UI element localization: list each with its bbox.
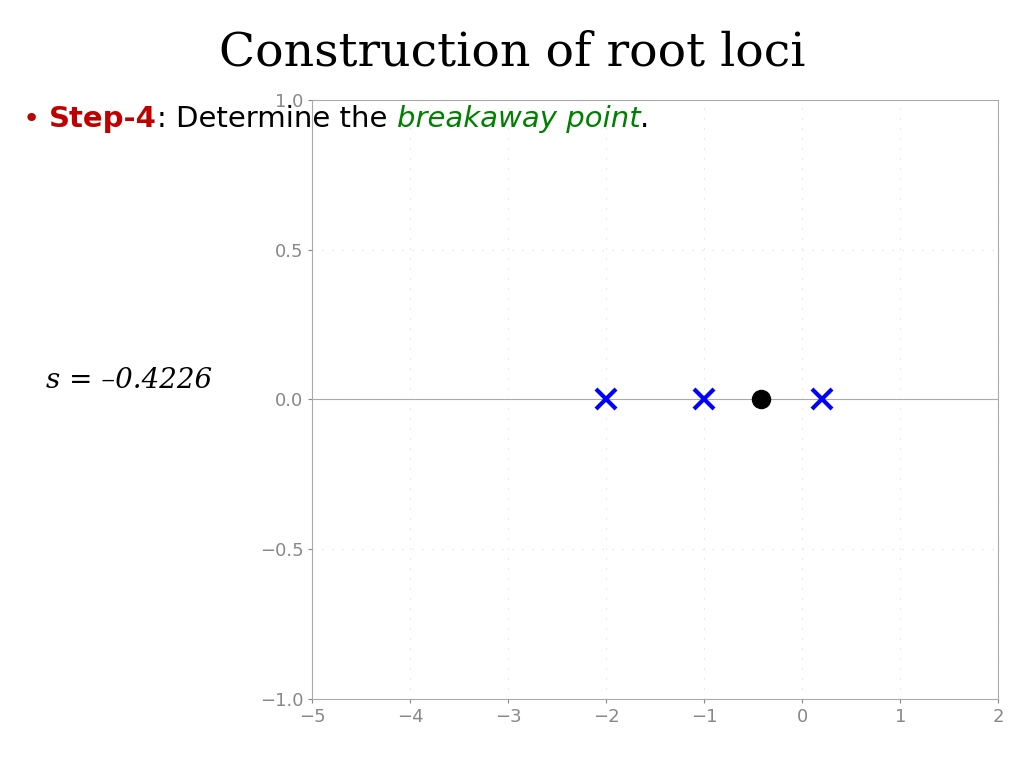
Text: Step-4: Step-4: [49, 105, 157, 133]
Text: : Determine the: : Determine the: [157, 105, 396, 133]
Text: breakaway point: breakaway point: [396, 105, 640, 133]
Text: •: •: [23, 105, 49, 133]
Text: .: .: [640, 105, 649, 133]
Text: Construction of root loci: Construction of root loci: [219, 31, 805, 76]
Text: s = –0.4226: s = –0.4226: [46, 366, 212, 394]
